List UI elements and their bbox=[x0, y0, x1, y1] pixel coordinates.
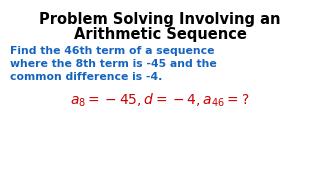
Text: Arithmetic Sequence: Arithmetic Sequence bbox=[74, 27, 246, 42]
Text: Find the 46th term of a sequence: Find the 46th term of a sequence bbox=[10, 46, 214, 56]
Text: $a_{8} = -45, d = -4, a_{46} =?$: $a_{8} = -45, d = -4, a_{46} =?$ bbox=[70, 92, 250, 109]
Text: Problem Solving Involving an: Problem Solving Involving an bbox=[39, 12, 281, 27]
Text: where the 8th term is -45 and the: where the 8th term is -45 and the bbox=[10, 59, 217, 69]
Text: common difference is -4.: common difference is -4. bbox=[10, 72, 162, 82]
